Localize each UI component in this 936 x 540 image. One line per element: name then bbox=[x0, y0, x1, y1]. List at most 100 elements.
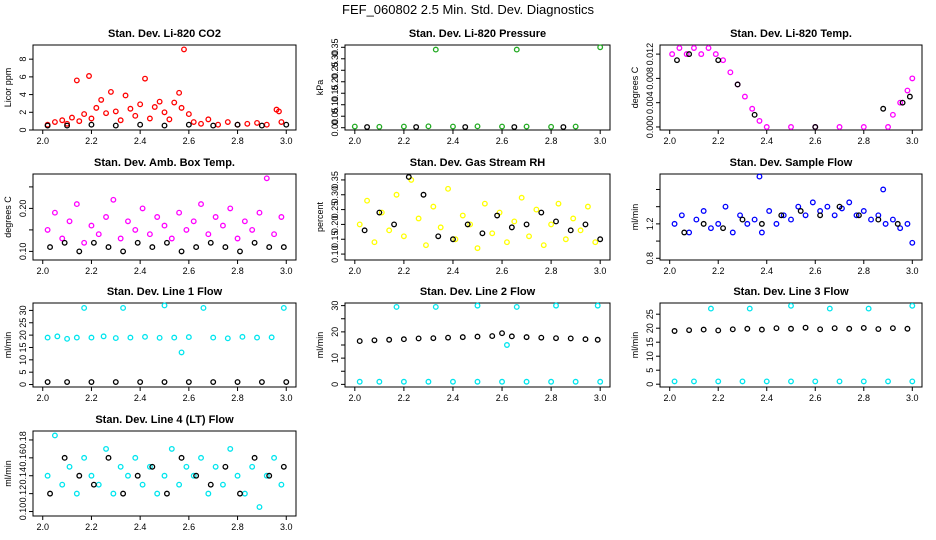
data-point-primary bbox=[425, 378, 432, 385]
data-point-secondary bbox=[105, 454, 112, 461]
panel-8: Stan. Dev. Line 2 Flow ml/min 2.0 2.2 2.4 2.6… bbox=[315, 286, 611, 403]
data-point-primary bbox=[400, 378, 407, 385]
y-tick-label: 0.12 bbox=[18, 485, 28, 503]
x-tick-label: 2.4 bbox=[447, 266, 460, 276]
data-point-primary bbox=[95, 481, 102, 488]
data-point-secondary bbox=[812, 124, 819, 130]
data-point-primary bbox=[351, 123, 358, 130]
data-point-primary bbox=[715, 220, 722, 227]
data-point-primary bbox=[249, 463, 256, 470]
plot-frame bbox=[32, 302, 297, 388]
data-point-secondary bbox=[112, 379, 119, 386]
data-point-primary bbox=[669, 51, 676, 58]
plot-frame bbox=[659, 173, 923, 261]
y-tick-label: 0.35 bbox=[330, 39, 340, 57]
data-point-secondary bbox=[831, 325, 838, 332]
data-point-primary bbox=[683, 51, 690, 58]
data-point-secondary bbox=[817, 212, 824, 219]
data-point-secondary bbox=[523, 334, 530, 341]
data-point-secondary bbox=[479, 230, 486, 237]
x-tick-label: 2.8 bbox=[231, 522, 244, 532]
y-axis-label: degrees C bbox=[3, 196, 13, 238]
data-point-primary bbox=[88, 222, 95, 229]
y-axis-label: ml/min bbox=[3, 332, 13, 359]
data-point-primary bbox=[176, 89, 183, 96]
x-tick-label: 2.4 bbox=[760, 136, 773, 146]
data-point-primary bbox=[268, 334, 275, 341]
y-tick-label: 0.15 bbox=[330, 230, 340, 248]
x-tick-label: 2.8 bbox=[231, 393, 244, 403]
y-axis-label: ml/min bbox=[3, 460, 13, 487]
data-point-primary bbox=[127, 334, 134, 341]
data-point-secondary bbox=[210, 379, 217, 386]
data-point-primary bbox=[54, 333, 61, 340]
data-point-primary bbox=[518, 194, 525, 201]
x-tick-label: 2.2 bbox=[85, 266, 98, 276]
data-point-secondary bbox=[788, 325, 794, 332]
data-point-secondary bbox=[258, 122, 265, 129]
data-point-primary bbox=[120, 304, 127, 311]
data-point-secondary bbox=[251, 454, 258, 461]
data-point-primary bbox=[103, 445, 110, 452]
x-tick-label: 2.8 bbox=[545, 266, 558, 276]
panel-title: Stan. Dev. Li-820 Pressure bbox=[409, 28, 546, 40]
data-point-primary bbox=[553, 302, 559, 309]
data-point-primary bbox=[594, 302, 601, 309]
data-point-secondary bbox=[744, 325, 751, 332]
panel-9: Stan. Dev. Line 3 Flow ml/min 2.0 2.2 2.4 2.6… bbox=[630, 286, 923, 403]
data-point-primary bbox=[227, 205, 234, 212]
y-tick-label: 0.000 bbox=[645, 116, 655, 139]
x-tick-label: 2.0 bbox=[36, 136, 49, 146]
data-point-primary bbox=[156, 98, 163, 105]
data-point-secondary bbox=[567, 335, 574, 342]
data-point-secondary bbox=[356, 338, 363, 345]
x-tick-label: 3.0 bbox=[280, 136, 293, 146]
data-point-secondary bbox=[134, 472, 141, 479]
data-point-primary bbox=[176, 481, 183, 488]
data-point-primary bbox=[889, 216, 896, 223]
y-axis-label: Licor ppm bbox=[3, 68, 13, 108]
data-point-primary bbox=[744, 220, 751, 227]
data-point-primary bbox=[110, 196, 117, 203]
y-tick-label: 30 bbox=[330, 301, 340, 311]
data-point-primary bbox=[400, 123, 407, 130]
data-point-primary bbox=[51, 119, 58, 125]
data-point-primary bbox=[51, 209, 58, 216]
panel-6: Stan. Dev. Sample Flow ml/min 2.0 2.2 2.4 2.6… bbox=[630, 157, 923, 276]
data-point-primary bbox=[278, 119, 285, 125]
data-point-primary bbox=[503, 239, 510, 246]
x-tick-label: 2.8 bbox=[858, 393, 871, 403]
data-point-secondary bbox=[76, 248, 83, 255]
data-point-secondary bbox=[450, 236, 456, 243]
data-point-primary bbox=[190, 472, 197, 479]
y-tick-label: 0.012 bbox=[645, 43, 655, 66]
data-point-primary bbox=[904, 87, 911, 94]
data-point-secondary bbox=[739, 216, 746, 223]
data-point-primary bbox=[100, 333, 107, 340]
y-tick-label: 0.25 bbox=[330, 62, 340, 80]
data-point-secondary bbox=[258, 379, 265, 386]
data-point-secondary bbox=[391, 221, 398, 228]
y-tick-label: 5 bbox=[18, 370, 28, 375]
panel-2: Stan. Dev. Li-820 Pressure kPa 2.0 2.2 2.4 2.… bbox=[315, 28, 611, 146]
panel-10: Stan. Dev. Line 4 (LT) Flow ml/min 2.0 2.2 2… bbox=[3, 414, 297, 532]
data-point-primary bbox=[758, 229, 765, 236]
data-point-secondary bbox=[802, 324, 809, 331]
data-point-secondary bbox=[207, 481, 214, 488]
data-point-secondary bbox=[61, 239, 68, 246]
data-point-primary bbox=[548, 221, 555, 228]
x-tick-label: 3.0 bbox=[906, 266, 919, 276]
y-tick-label: 0.8 bbox=[645, 252, 655, 265]
data-point-primary bbox=[139, 205, 146, 212]
data-point-primary bbox=[212, 214, 219, 220]
panel-title: Stan. Dev. Li-820 CO2 bbox=[108, 28, 221, 40]
data-point-secondary bbox=[420, 191, 427, 198]
data-point-secondary bbox=[445, 334, 452, 341]
y-tick-label: 25 bbox=[18, 318, 28, 328]
data-point-primary bbox=[254, 119, 260, 126]
data-point-primary bbox=[219, 481, 226, 488]
x-tick-label: 2.6 bbox=[809, 393, 822, 403]
data-point-primary bbox=[393, 191, 400, 198]
data-point-primary bbox=[897, 225, 904, 232]
data-point-primary bbox=[671, 378, 678, 385]
